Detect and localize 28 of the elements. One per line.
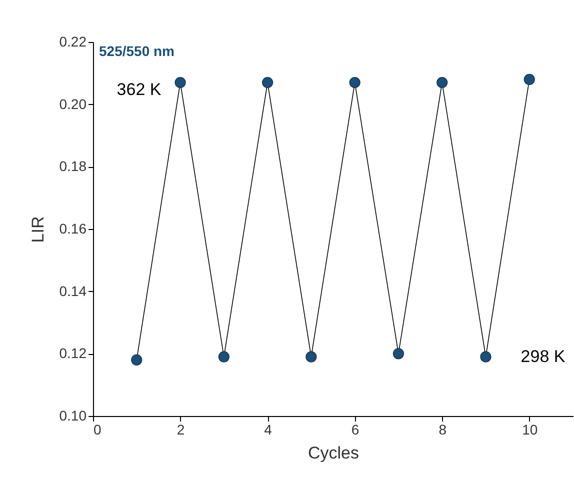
point <box>262 76 274 88</box>
y-tick-label: 0.22 <box>59 34 87 50</box>
y-tick-label: 0.10 <box>59 408 87 424</box>
annotation: 525/550 nm <box>99 43 174 59</box>
x-tick-label: 10 <box>522 422 538 438</box>
point <box>306 351 317 362</box>
point <box>349 76 360 88</box>
x-tick-label: 0 <box>94 422 102 438</box>
point <box>174 76 186 88</box>
x-tick-label: 2 <box>176 422 185 438</box>
y-tick-label: 0.18 <box>59 158 87 174</box>
point <box>131 354 142 366</box>
y-tick-label: 0.14 <box>59 282 87 299</box>
x-axis-title: Cycles <box>308 444 360 462</box>
point <box>392 348 404 360</box>
point <box>480 351 492 362</box>
y-axis-title: LIR <box>28 216 48 243</box>
x-tick-label: 8 <box>438 422 447 438</box>
y-tick-label: 0.12 <box>59 345 87 362</box>
point <box>436 76 448 88</box>
x-tick-label: 6 <box>351 422 360 438</box>
point <box>218 351 230 362</box>
y-tick-label: 0.20 <box>59 96 87 112</box>
annotation: 362 K <box>116 80 162 99</box>
annotation: 298 K <box>520 347 566 366</box>
y-tick-label: 0.16 <box>59 220 87 236</box>
point <box>524 74 535 85</box>
x-tick-label: 4 <box>264 422 272 438</box>
